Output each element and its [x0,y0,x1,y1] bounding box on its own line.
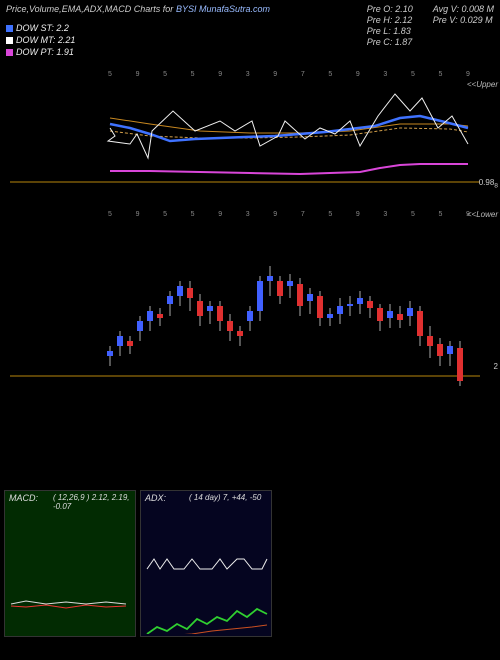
macd-svg [6,509,134,634]
svg-text:5: 5 [328,211,332,218]
svg-text:5: 5 [191,211,195,218]
svg-text:3: 3 [383,71,387,78]
svg-text:7: 7 [301,71,305,78]
svg-text:5: 5 [108,71,112,78]
upper-region-label: <<Upper [467,80,498,89]
svg-text:9: 9 [136,211,140,218]
svg-text:9: 9 [356,71,360,78]
svg-text:5: 5 [108,211,112,218]
svg-text:5: 5 [439,71,443,78]
svg-text:5: 5 [411,211,415,218]
svg-text:5: 5 [439,211,443,218]
upper-y-label: 0.988 [479,178,498,190]
svg-text:5: 5 [163,211,167,218]
adx-panel: ADX: ( 14 day) 7, +44, -50 [140,490,272,637]
svg-text:5: 5 [328,71,332,78]
svg-text:9: 9 [466,71,470,78]
stat-avg-v: Avg V: 0.008 M [433,4,494,14]
svg-text:9: 9 [218,211,222,218]
svg-text:7: 7 [301,211,305,218]
svg-text:3: 3 [246,211,250,218]
svg-text:5: 5 [191,71,195,78]
svg-text:9: 9 [356,211,360,218]
svg-text:3: 3 [383,211,387,218]
svg-text:9: 9 [273,211,277,218]
adx-stats: ( 14 day) 7, +44, -50 [189,493,261,502]
svg-text:5: 5 [163,71,167,78]
svg-text:9: 9 [136,71,140,78]
macd-panel: MACD: ( 12,26,9 ) 2.12, 2.19, -0.07 [4,490,136,637]
svg-text:5: 5 [411,71,415,78]
svg-text:9: 9 [273,71,277,78]
main-chart-svg: 5599555599339977559933555599 [0,16,500,486]
svg-text:3: 3 [246,71,250,78]
lower-region-label: <<Lower [467,210,498,219]
candle-y-label: 2 [494,362,498,371]
svg-text:9: 9 [218,71,222,78]
adx-svg [142,509,270,634]
stat-pre-o: Pre O: 2.10 [367,4,413,14]
